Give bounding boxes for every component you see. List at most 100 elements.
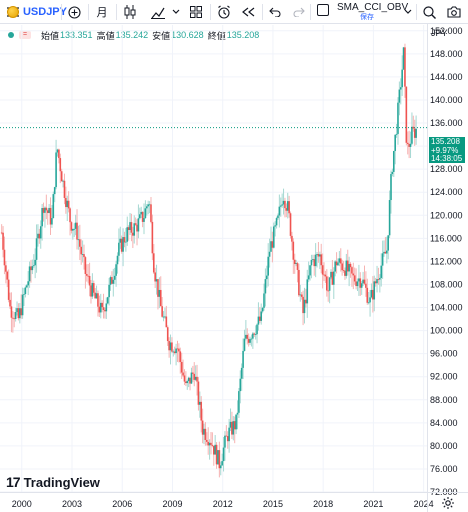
- candle-body: [104, 309, 106, 312]
- candle-body: [97, 293, 99, 307]
- candle-body: [55, 152, 57, 188]
- candle-body: [257, 316, 260, 325]
- camera-icon[interactable]: [446, 3, 462, 21]
- candle-body: [268, 251, 271, 257]
- candle-body: [155, 279, 158, 282]
- candle-body: [203, 428, 205, 435]
- candle-body: [129, 222, 131, 231]
- candle-body: [48, 207, 50, 213]
- candle-body: [319, 254, 321, 257]
- candle-body: [405, 86, 408, 143]
- candle-body: [342, 270, 345, 271]
- templates-icon[interactable]: [189, 3, 203, 21]
- chevron-down-icon[interactable]: [403, 3, 413, 21]
- candle-body: [72, 228, 74, 231]
- candle-body: [152, 253, 155, 273]
- candle-body: [356, 281, 359, 287]
- candle-body: [398, 89, 401, 103]
- indicator-layout-name[interactable]: SMA_CCI_OBV: [337, 2, 409, 13]
- candle-body: [312, 259, 314, 260]
- redo-icon[interactable]: [292, 3, 306, 21]
- candle-body: [126, 227, 129, 242]
- candle-body: [309, 265, 311, 276]
- candle-body: [286, 201, 289, 211]
- usdjpy-flag-icon: [7, 6, 19, 18]
- candle-body: [39, 226, 42, 239]
- candle-body: [353, 275, 356, 282]
- hide-legend-icon[interactable]: =: [19, 31, 31, 39]
- candle-body: [411, 126, 413, 144]
- candle-body: [310, 259, 313, 266]
- tradingview-logo[interactable]: 17 TradingView: [6, 474, 100, 490]
- undo-icon[interactable]: [268, 3, 282, 21]
- price-scale-currency: JPY: [431, 28, 448, 38]
- candle-body: [38, 233, 41, 239]
- candle-body: [365, 283, 367, 288]
- chart-type-icon[interactable]: [150, 3, 166, 21]
- candle-body: [346, 260, 349, 272]
- candle-body: [321, 265, 324, 275]
- alert-clock-icon[interactable]: [216, 3, 232, 21]
- candle-body: [249, 339, 251, 343]
- candle-body: [200, 401, 203, 421]
- candle-body: [123, 237, 126, 243]
- candle-body: [232, 421, 235, 435]
- chevron-down-icon[interactable]: [171, 3, 181, 21]
- plus-circle-icon[interactable]: [66, 3, 82, 21]
- candle-body: [102, 307, 105, 310]
- candle-body: [136, 224, 138, 232]
- candle-body: [307, 275, 310, 280]
- price-tick-label: 128.000: [430, 164, 463, 174]
- candle-body: [284, 200, 286, 209]
- candle-body: [339, 258, 342, 264]
- price-tick-label: 112.000: [430, 256, 462, 266]
- symbol-search-button[interactable]: USDJPY: [7, 3, 67, 21]
- time-tick-label: 2003: [62, 499, 82, 509]
- candle-body: [118, 242, 120, 256]
- candle-body: [140, 211, 143, 215]
- candle-body: [260, 311, 263, 321]
- time-tick-label: 2021: [363, 499, 383, 509]
- candle-body: [229, 421, 232, 428]
- candle-body: [358, 278, 360, 282]
- candle-body: [337, 262, 339, 266]
- candle-body: [173, 351, 176, 354]
- candle-body: [254, 334, 257, 336]
- candle-body: [281, 204, 283, 206]
- search-icon[interactable]: [421, 3, 437, 21]
- open-label: 始値: [41, 30, 60, 41]
- candle-body: [151, 221, 154, 254]
- time-tick-label: 2012: [213, 499, 233, 509]
- candle-body: [145, 206, 148, 209]
- candle-body: [52, 194, 55, 219]
- candle-body: [402, 47, 405, 70]
- candle-body: [224, 435, 226, 448]
- candle-body: [94, 292, 96, 299]
- candle-body: [95, 293, 98, 299]
- candle-body: [134, 223, 137, 225]
- candle-body: [67, 200, 70, 209]
- candle-body: [271, 241, 274, 248]
- candle-body: [222, 447, 225, 462]
- price-tick-label: 120.000: [430, 210, 463, 220]
- candle-body: [242, 350, 244, 368]
- price-tick-label: 76.000: [430, 464, 458, 474]
- replay-icon[interactable]: [240, 3, 256, 21]
- market-status-dot: [8, 32, 14, 38]
- candle-body: [330, 271, 332, 278]
- candle-body: [345, 260, 348, 276]
- candle-body: [379, 277, 381, 280]
- candle-body: [295, 263, 297, 265]
- layout-icon[interactable]: [317, 4, 329, 16]
- interval-button[interactable]: 月: [96, 7, 108, 19]
- gear-icon[interactable]: [441, 496, 455, 510]
- candle-body: [154, 272, 156, 282]
- time-tick-label: 2018: [313, 499, 333, 509]
- close-value: 135.208: [226, 30, 260, 40]
- candle-body: [65, 197, 67, 208]
- ohlc-legend: = 始値 133.351 高値 135.242 安値 130.628 終値 13…: [8, 29, 263, 41]
- candles-icon[interactable]: [122, 3, 138, 21]
- candle-body: [132, 232, 134, 236]
- price-tick-label: 144.000: [430, 72, 463, 82]
